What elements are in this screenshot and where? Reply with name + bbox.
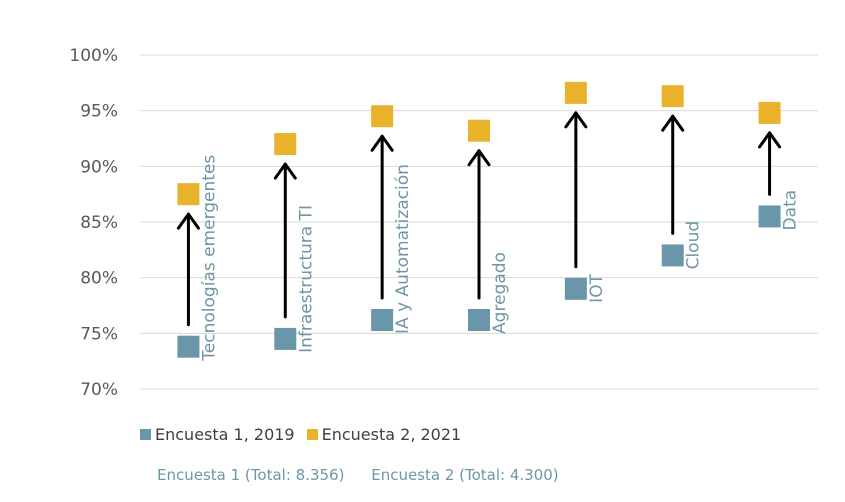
point-2019: [564, 277, 587, 300]
y-tick-label: 75%: [80, 324, 118, 344]
point-2021: [758, 101, 781, 124]
arrow-head: [467, 149, 491, 167]
arrow-head: [564, 111, 588, 129]
category-label: IOT: [587, 273, 607, 302]
footnote-survey1: Encuesta 1 (Total: 8.356): [157, 466, 345, 484]
arrow-head: [176, 212, 200, 230]
legend-swatch-2019: [140, 429, 151, 440]
arrow-head: [758, 131, 782, 149]
arrow-head: [273, 162, 297, 180]
point-2021: [661, 85, 684, 108]
y-tick-label: 90%: [80, 157, 118, 177]
footnote: Encuesta 1 (Total: 8.356) Encuesta 2 (To…: [157, 466, 581, 484]
footnote-survey2: Encuesta 2 (Total: 4.300): [371, 466, 559, 484]
point-2019: [661, 244, 684, 267]
category-label: Agregado: [490, 252, 510, 334]
legend-item-2021: Encuesta 2, 2021: [306, 425, 462, 444]
legend-item-2019: Encuesta 1, 2019: [140, 425, 295, 444]
y-tick-label: 85%: [80, 213, 118, 233]
legend-label-2021: Encuesta 2, 2021: [321, 425, 462, 444]
category-label: Cloud: [684, 221, 704, 270]
arrow-head: [370, 134, 394, 152]
point-2019: [371, 308, 394, 331]
point-2021: [564, 81, 587, 104]
y-tick-label: 95%: [80, 102, 118, 122]
legend-swatch-2021: [306, 429, 318, 440]
point-2021: [371, 105, 394, 128]
legend: Encuesta 1, 2019 Encuesta 2, 2021: [140, 425, 473, 444]
point-2021: [468, 119, 490, 142]
category-label: Infraestructura TI: [296, 205, 316, 353]
category-label: IA y Automatización: [393, 164, 413, 334]
point-2019: [468, 308, 490, 331]
category-label: Data: [781, 190, 801, 231]
legend-label-2019: Encuesta 1, 2019: [155, 425, 295, 444]
point-2019: [177, 335, 200, 358]
point-2021: [177, 183, 200, 206]
point-2021: [274, 133, 297, 156]
y-tick-label: 100%: [69, 46, 118, 66]
arrow-head: [661, 114, 685, 132]
point-2019: [274, 327, 297, 350]
y-tick-label: 70%: [80, 380, 118, 400]
category-label: Tecnologías emergentes: [199, 155, 219, 362]
point-2019: [758, 205, 781, 228]
y-tick-label: 80%: [80, 269, 118, 289]
